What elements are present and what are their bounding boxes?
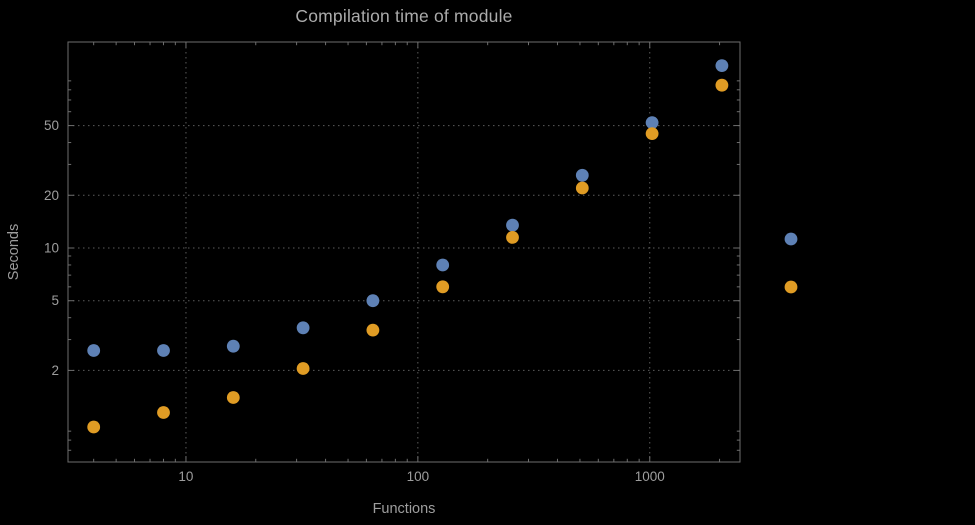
y-axis-label: Seconds <box>6 223 22 281</box>
data-point-series-orange <box>157 406 170 419</box>
data-point-series-blue <box>226 339 240 353</box>
data-point-series-orange <box>506 231 519 244</box>
data-point-series-orange <box>715 78 729 92</box>
data-point-series-orange <box>226 391 240 404</box>
data-point-series-blue <box>296 321 310 335</box>
x-tick-label: 10 <box>178 469 193 484</box>
x-axis-label: Functions <box>372 501 436 517</box>
y-tick-label: 10 <box>44 240 59 255</box>
y-tick-label: 2 <box>51 363 59 378</box>
legend-marker <box>784 280 798 294</box>
legend-marker <box>784 232 798 246</box>
plot-frame <box>67 41 741 463</box>
data-point-series-orange <box>366 323 380 337</box>
data-point-series-blue <box>715 59 729 72</box>
data-point-series-orange <box>296 362 310 375</box>
data-point-series-blue <box>645 116 659 129</box>
x-tick-label: 100 <box>407 469 430 484</box>
data-point-series-orange <box>645 127 659 140</box>
chart-title: Compilation time of module <box>295 6 513 26</box>
data-point-series-blue <box>575 168 589 182</box>
data-point-series-blue <box>87 344 101 357</box>
data-point-series-orange <box>87 420 101 434</box>
data-point-series-orange <box>575 181 589 195</box>
data-point-series-blue <box>366 294 380 308</box>
y-tick-label: 20 <box>44 188 59 203</box>
data-point-series-blue <box>436 258 450 272</box>
data-point-series-blue <box>157 344 170 357</box>
x-tick-label: 1000 <box>635 469 665 484</box>
data-point-series-blue <box>506 218 519 232</box>
y-tick-label: 5 <box>51 293 59 308</box>
y-tick-label: 50 <box>44 118 59 133</box>
data-point-series-orange <box>436 280 450 294</box>
